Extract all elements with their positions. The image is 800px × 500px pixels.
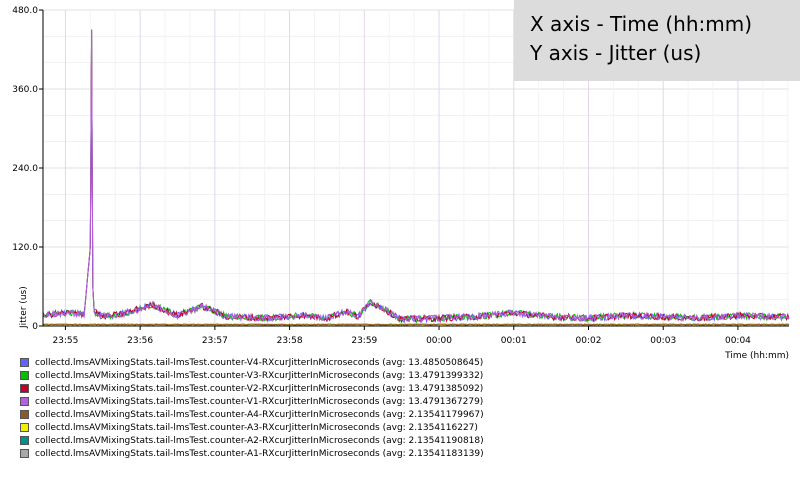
y-tick-label: 480.0	[12, 6, 38, 16]
legend-item: collectd.lmsAVMixingStats.tail-lmsTest.c…	[20, 421, 484, 434]
legend-item: collectd.lmsAVMixingStats.tail-lmsTest.c…	[20, 408, 484, 421]
legend-label: collectd.lmsAVMixingStats.tail-lmsTest.c…	[35, 370, 484, 381]
y-tick-label: 0	[32, 322, 38, 332]
legend-item: collectd.lmsAVMixingStats.tail-lmsTest.c…	[20, 434, 484, 447]
x-tick-label: 00:04	[725, 336, 751, 346]
series-line	[42, 29, 790, 323]
legend-item: collectd.lmsAVMixingStats.tail-lmsTest.c…	[20, 447, 484, 460]
legend-swatch	[20, 397, 29, 406]
legend-item: collectd.lmsAVMixingStats.tail-lmsTest.c…	[20, 369, 484, 382]
x-tick-labels: 23:55 23:56 23:57 23:58 23:59 00:00 00:01 00:02…	[52, 336, 751, 346]
legend-swatch	[20, 423, 29, 432]
y-tick-labels: 0 120.0 240.0 360.0 480.0	[12, 6, 38, 332]
series-layer	[42, 29, 790, 326]
y-axis-title: Jitter (us)	[19, 286, 29, 329]
legend-label: collectd.lmsAVMixingStats.tail-lmsTest.c…	[35, 357, 484, 368]
series-line	[42, 323, 790, 326]
series-line	[42, 29, 790, 324]
legend-item: collectd.lmsAVMixingStats.tail-lmsTest.c…	[20, 395, 484, 408]
x-tick-label: 23:56	[127, 336, 153, 346]
x-tick-label: 23:59	[351, 336, 377, 346]
overlay-x-axis-note: X axis - Time (hh:mm)	[530, 12, 753, 36]
y-tick-label: 240.0	[12, 164, 38, 174]
legend-label: collectd.lmsAVMixingStats.tail-lmsTest.c…	[35, 422, 478, 433]
x-tick-label: 23:58	[277, 336, 303, 346]
legend-swatch	[20, 384, 29, 393]
x-axis-title: Time (hh:mm)	[724, 351, 789, 361]
y-tick-label: 120.0	[12, 243, 38, 253]
overlay-y-axis-note: Y axis - Jitter (us)	[530, 41, 702, 65]
legend-item: collectd.lmsAVMixingStats.tail-lmsTest.c…	[20, 356, 484, 369]
x-tick-label: 00:01	[501, 336, 527, 346]
legend-item: collectd.lmsAVMixingStats.tail-lmsTest.c…	[20, 382, 484, 395]
x-tick-label: 00:02	[576, 336, 602, 346]
axis-info-overlay	[514, 0, 800, 81]
legend-label: collectd.lmsAVMixingStats.tail-lmsTest.c…	[35, 448, 484, 459]
x-tick-label: 23:57	[202, 336, 228, 346]
chart-legend: collectd.lmsAVMixingStats.tail-lmsTest.c…	[20, 356, 484, 460]
x-tick-label: 23:55	[52, 336, 78, 346]
legend-label: collectd.lmsAVMixingStats.tail-lmsTest.c…	[35, 435, 484, 446]
legend-swatch	[20, 358, 29, 367]
legend-swatch	[20, 410, 29, 419]
legend-swatch	[20, 371, 29, 380]
legend-swatch	[20, 436, 29, 445]
x-tick-label: 00:00	[426, 336, 452, 346]
y-tick-label: 360.0	[12, 85, 38, 95]
legend-swatch	[20, 449, 29, 458]
axes	[39, 9, 789, 330]
legend-label: collectd.lmsAVMixingStats.tail-lmsTest.c…	[35, 383, 484, 394]
legend-label: collectd.lmsAVMixingStats.tail-lmsTest.c…	[35, 409, 484, 420]
legend-label: collectd.lmsAVMixingStats.tail-lmsTest.c…	[35, 396, 484, 407]
x-tick-label: 00:03	[650, 336, 676, 346]
